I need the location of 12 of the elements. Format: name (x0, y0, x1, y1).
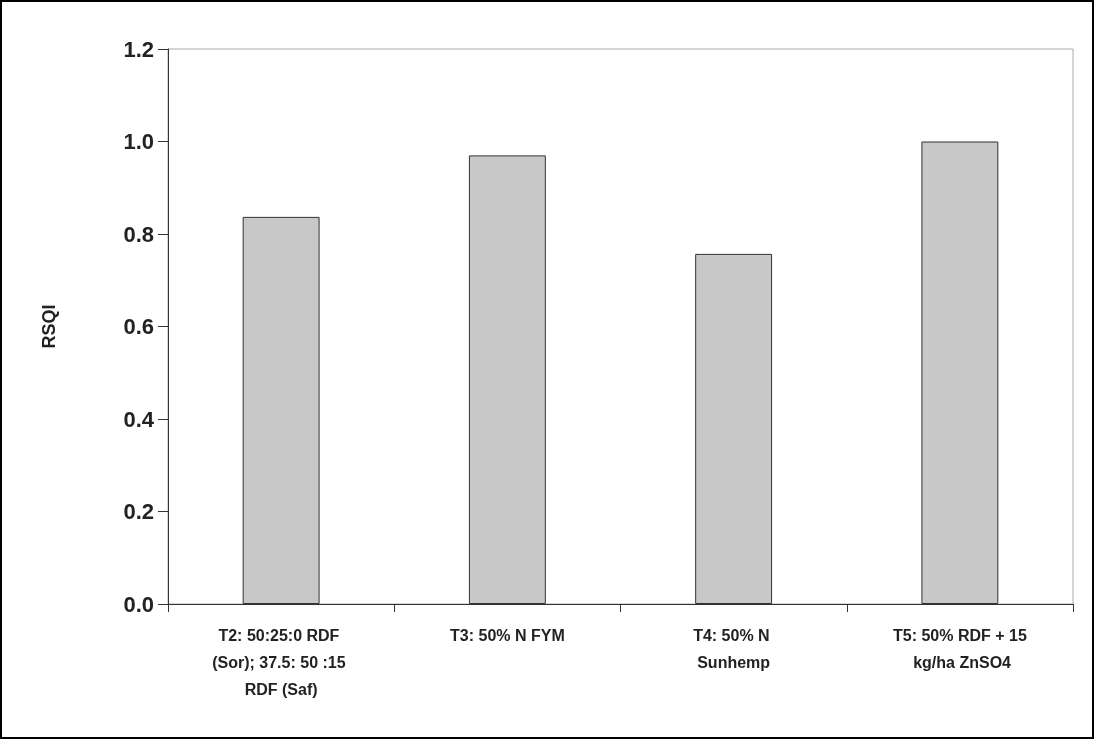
y-tick-label: 0.4 (123, 406, 155, 432)
y-tick-label: 0.0 (123, 591, 154, 617)
x-tick-label: T2: 50:25:0 RDF (Sor); 37.5: 50 :15 RDF (Saf) (212, 627, 351, 698)
y-tick-label: 0.2 (123, 499, 154, 524)
y-tick-label: 1.0 (123, 129, 154, 154)
x-tick-label: T3: 50% N FYM (450, 627, 565, 644)
y-tick-label: 1.2 (123, 36, 154, 62)
y-tick-label: 0.8 (123, 221, 154, 247)
y-axis-title: RSQI (39, 304, 59, 349)
x-tick-label: T4: 50% N Sunhemp (693, 627, 775, 671)
x-tick-label: T5: 50% RDF + 15 kg/ha ZnSO4 (892, 627, 1027, 671)
y-tick-label: 0.6 (123, 314, 154, 339)
